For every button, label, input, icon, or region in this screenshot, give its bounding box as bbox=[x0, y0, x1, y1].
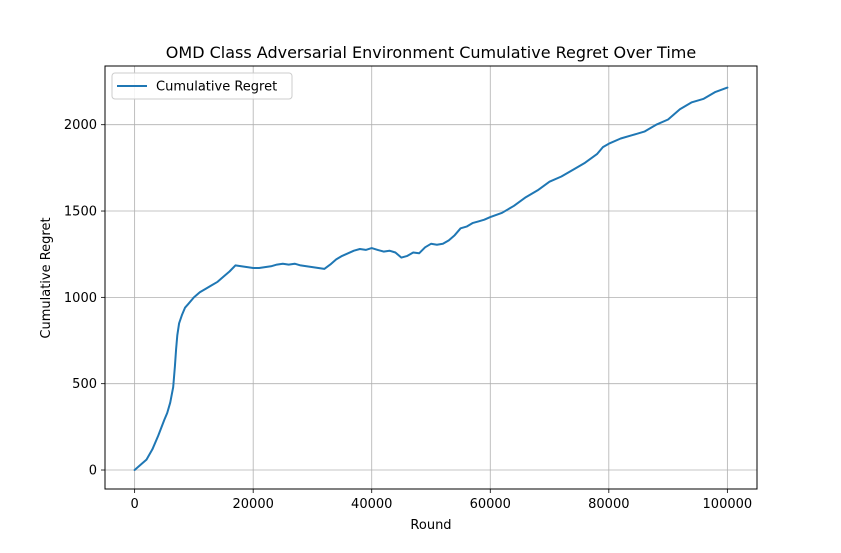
y-tick-label: 1000 bbox=[64, 291, 97, 306]
y-tick-label: 1500 bbox=[64, 205, 97, 220]
ticks: 0 20000 40000 60000 80000 100000 0 500 1000 1500 2… bbox=[64, 118, 752, 512]
legend: Cumulative Regret bbox=[111, 72, 293, 100]
chart-title: OMD Class Adversarial Environment Cumula… bbox=[166, 43, 696, 62]
y-axis-label: Cumulative Regret bbox=[39, 217, 54, 338]
y-tick-label: 0 bbox=[89, 464, 97, 479]
cumulative-regret-line bbox=[133, 86, 729, 471]
x-tick-label: 60000 bbox=[470, 497, 511, 512]
grid bbox=[105, 66, 757, 489]
plot-frame bbox=[104, 65, 758, 490]
x-tick-label: 0 bbox=[130, 497, 138, 512]
y-tick-label: 500 bbox=[72, 377, 97, 392]
x-tick-label: 20000 bbox=[233, 497, 274, 512]
y-tick-label: 2000 bbox=[64, 118, 97, 133]
x-tick-label: 80000 bbox=[588, 497, 629, 512]
x-tick-label: 40000 bbox=[351, 497, 392, 512]
legend-label: Cumulative Regret bbox=[156, 80, 277, 95]
legend-box bbox=[111, 72, 293, 100]
x-axis-label: Round bbox=[410, 518, 451, 533]
series-layer bbox=[133, 86, 729, 471]
x-tick-label: 100000 bbox=[703, 497, 753, 512]
